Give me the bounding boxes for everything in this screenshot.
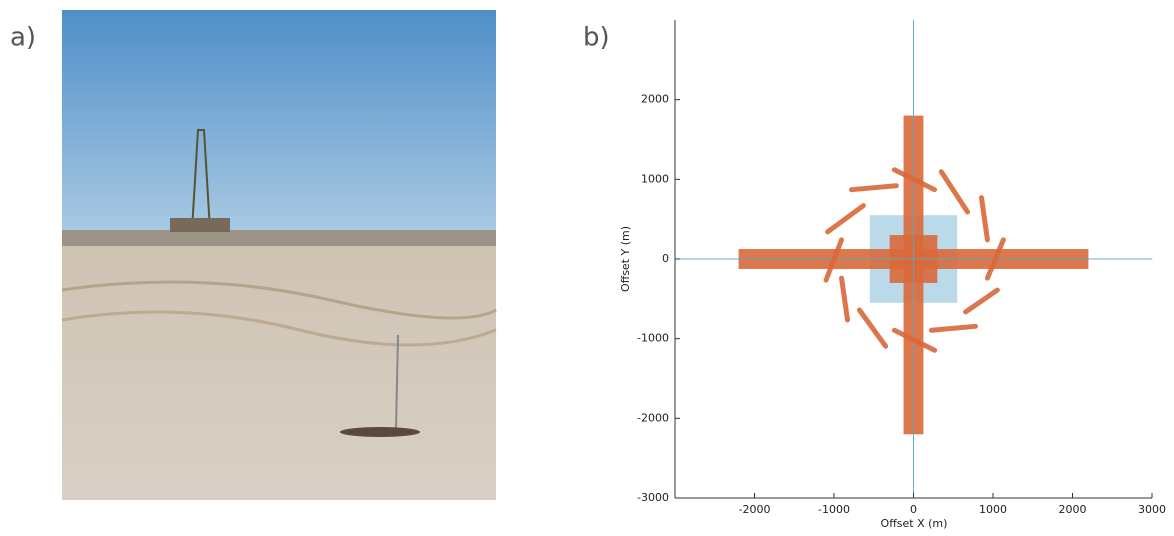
y-tick-label: -2000 [637,411,669,424]
y-tick-label: 1000 [641,172,669,185]
segment [941,172,967,212]
segment [981,198,987,240]
x-axis-label: Offset X (m) [881,517,948,530]
segment [966,290,998,312]
x-tick-label: 2000 [1059,503,1087,516]
y-tick-label: -3000 [637,491,669,504]
photo [62,10,496,500]
panel-label: b) [583,23,610,53]
x-tick-label: 1000 [979,503,1007,516]
y-axis-label: Offset Y (m) [619,226,632,292]
panel-label: a) [10,23,36,53]
segment [931,326,975,330]
y-tick-label: -1000 [637,332,669,345]
segment [828,206,864,232]
y-tick-label: 2000 [641,93,669,106]
x-tick-label: -1000 [818,503,850,516]
x-tick-label: -2000 [739,503,771,516]
segment [851,186,896,190]
segment [859,310,885,346]
x-tick-label: 3000 [1138,503,1166,516]
segment [842,278,848,320]
figure: a) b) Offset Y (m) Offset X (m) -2000 -10… [0,0,1174,532]
y-tick-label: 0 [662,252,669,265]
x-tick-label: 0 [910,503,917,516]
